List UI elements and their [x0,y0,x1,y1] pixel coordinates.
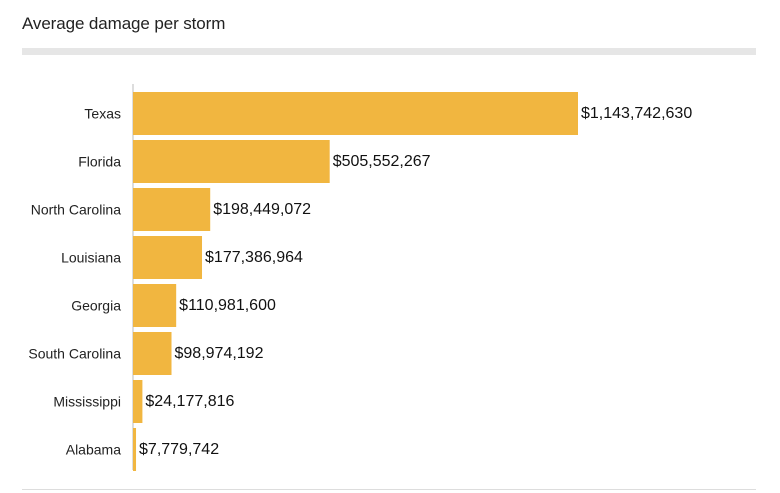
value-label-texas: $1,143,742,630 [581,105,692,122]
bar-north-carolina [133,188,211,231]
value-label-georgia: $110,981,600 [179,297,276,314]
category-label-alabama: Alabama [66,442,121,458]
category-label-mississippi: Mississippi [53,394,121,410]
value-label-mississippi: $24,177,816 [145,393,234,410]
category-label-texas: Texas [84,106,121,122]
category-label-louisiana: Louisiana [61,250,121,266]
bar-florida [133,140,330,183]
value-label-louisiana: $177,386,964 [205,249,303,266]
value-label-north-carolina: $198,449,072 [213,201,311,218]
value-label-south-carolina: $98,974,192 [175,345,264,362]
title-divider [22,48,756,55]
bar-texas [133,92,578,135]
category-label-north-carolina: North Carolina [31,202,121,218]
bar-alabama [133,428,137,471]
category-label-georgia: Georgia [71,298,121,314]
bar-georgia [133,284,177,327]
bar-south-carolina [133,332,172,375]
chart-title: Average damage per storm [22,14,226,33]
bar-mississippi [133,380,143,423]
value-label-alabama: $7,779,742 [139,441,219,458]
category-label-south-carolina: South Carolina [28,346,121,362]
value-label-florida: $505,552,267 [333,153,431,170]
category-label-florida: Florida [78,154,121,170]
bottom-divider [22,489,756,490]
bar-louisiana [133,236,203,279]
